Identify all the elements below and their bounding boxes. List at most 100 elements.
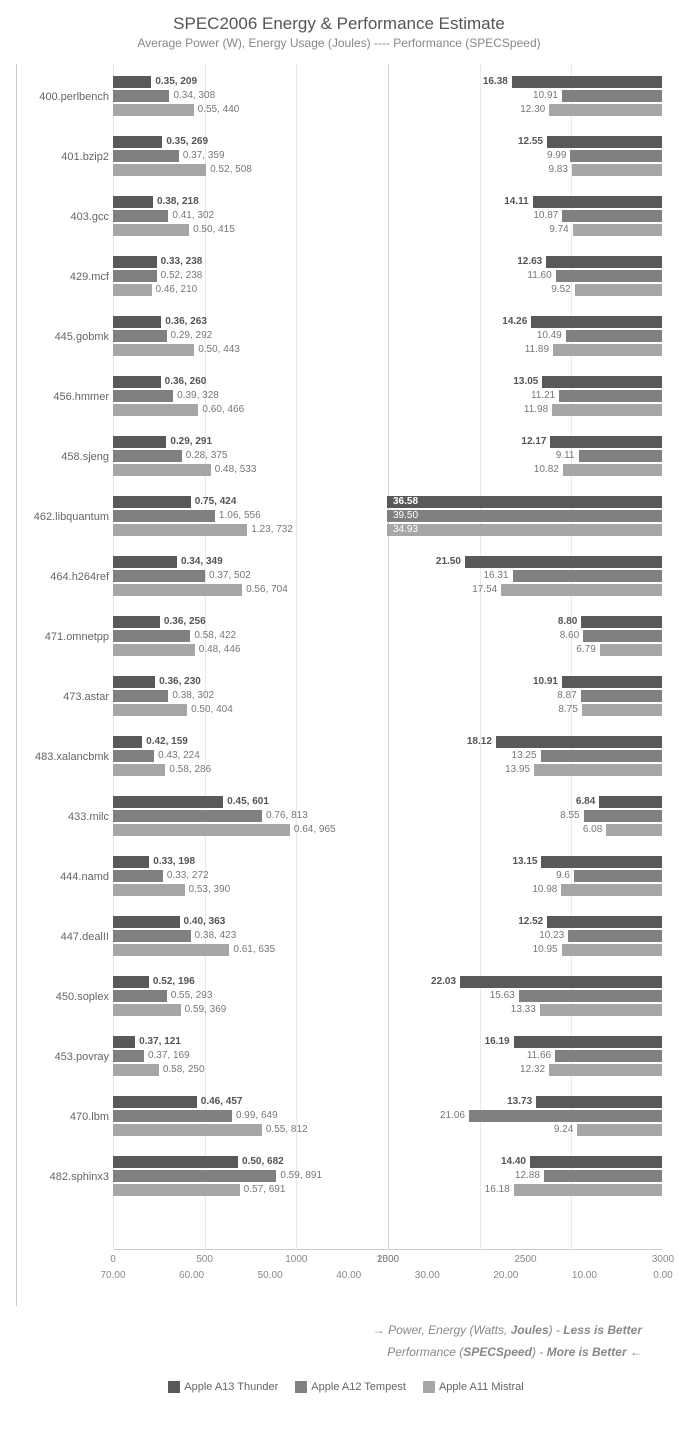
energy-label: 0.52, 238 bbox=[157, 270, 203, 282]
benchmark-label: 462.libquantum bbox=[17, 511, 113, 523]
energy-bar: 0.59, 891 bbox=[113, 1170, 276, 1182]
perf-label: 9.11 bbox=[556, 450, 579, 462]
energy-bar: 0.29, 291 bbox=[113, 436, 166, 448]
perf-label: 16.18 bbox=[485, 1184, 514, 1196]
perf-label: 11.98 bbox=[524, 404, 552, 416]
legend: Apple A13 Thunder Apple A12 Tempest Appl… bbox=[16, 1381, 662, 1393]
benchmark-label: 483.xalancbmk bbox=[17, 751, 113, 763]
energy-label: 0.36, 256 bbox=[160, 616, 206, 628]
perf-bar: 8.75 bbox=[582, 704, 662, 716]
caption-perf: Performance (SPECSpeed) - More is Better… bbox=[16, 1342, 642, 1364]
legend-swatch-1 bbox=[295, 1381, 307, 1393]
energy-bar: 0.37, 121 bbox=[113, 1036, 135, 1048]
energy-label: 0.37, 121 bbox=[135, 1036, 181, 1048]
perf-label: 34.93 bbox=[393, 524, 422, 536]
benchmark-row: 471.omnetpp0.36, 2568.800.58, 4228.600.4… bbox=[17, 610, 662, 664]
benchmark-label: 429.mcf bbox=[17, 271, 113, 283]
benchmark-label: 433.milc bbox=[17, 811, 113, 823]
energy-bar: 0.33, 238 bbox=[113, 256, 157, 268]
perf-label: 13.95 bbox=[505, 764, 534, 776]
perf-label: 21.50 bbox=[436, 556, 465, 568]
energy-bar: 0.55, 293 bbox=[113, 990, 167, 1002]
energy-bar: 0.36, 263 bbox=[113, 316, 161, 328]
perf-label: 22.03 bbox=[431, 976, 460, 988]
benchmark-label: 447.dealII bbox=[17, 931, 113, 943]
perf-bar: 8.80 bbox=[581, 616, 662, 628]
energy-bar: 0.45, 601 bbox=[113, 796, 223, 808]
perf-bar: 10.87 bbox=[562, 210, 662, 222]
energy-bar: 0.50, 682 bbox=[113, 1156, 238, 1168]
perf-label: 8.55 bbox=[560, 810, 583, 822]
energy-label: 0.55, 440 bbox=[194, 104, 240, 116]
energy-label: 0.33, 198 bbox=[149, 856, 195, 868]
perf-bar: 14.26 bbox=[531, 316, 662, 328]
perf-label: 16.31 bbox=[483, 570, 512, 582]
energy-label: 0.50, 415 bbox=[189, 224, 235, 236]
perf-bar: 9.6 bbox=[574, 870, 662, 882]
perf-label: 13.73 bbox=[507, 1096, 536, 1108]
energy-bar: 0.38, 423 bbox=[113, 930, 191, 942]
perf-bar: 6.79 bbox=[600, 644, 662, 656]
perf-bar: 12.17 bbox=[550, 436, 662, 448]
legend-swatch-2 bbox=[423, 1381, 435, 1393]
energy-bar: 0.60, 466 bbox=[113, 404, 198, 416]
perf-bar: 15.63 bbox=[519, 990, 662, 1002]
energy-label: 0.61, 635 bbox=[229, 944, 275, 956]
energy-label: 0.34, 308 bbox=[169, 90, 215, 102]
energy-label: 0.37, 169 bbox=[144, 1050, 190, 1062]
energy-bar: 0.35, 209 bbox=[113, 76, 151, 88]
energy-label: 0.28, 375 bbox=[182, 450, 228, 462]
energy-bar: 0.34, 349 bbox=[113, 556, 177, 568]
energy-label: 0.40, 363 bbox=[180, 916, 226, 928]
benchmark-label: 450.soplex bbox=[17, 991, 113, 1003]
energy-bar: 0.50, 404 bbox=[113, 704, 187, 716]
perf-bar: 13.15 bbox=[541, 856, 662, 868]
perf-bar: 17.54 bbox=[501, 584, 662, 596]
perf-bar: 12.52 bbox=[547, 916, 662, 928]
benchmark-row: 450.soplex0.52, 19622.030.55, 29315.630.… bbox=[17, 970, 662, 1024]
energy-bar: 0.55, 812 bbox=[113, 1124, 262, 1136]
energy-label: 0.29, 291 bbox=[166, 436, 212, 448]
plot-area: 05001000150020002500300070.0060.0050.004… bbox=[16, 64, 662, 1306]
legend-label-2: Apple A11 Mistral bbox=[439, 1381, 524, 1393]
benchmark-label: 464.h264ref bbox=[17, 571, 113, 583]
perf-label: 21.06 bbox=[440, 1110, 469, 1122]
perf-label: 36.58 bbox=[393, 496, 422, 508]
perf-label: 17.54 bbox=[472, 584, 501, 596]
benchmark-row: 470.lbm0.46, 45713.730.99, 64921.060.55,… bbox=[17, 1090, 662, 1144]
energy-bar: 0.39, 328 bbox=[113, 390, 173, 402]
energy-label: 0.75, 424 bbox=[191, 496, 237, 508]
energy-bar: 0.38, 218 bbox=[113, 196, 153, 208]
energy-bar: 0.99, 649 bbox=[113, 1110, 232, 1122]
energy-label: 0.38, 423 bbox=[191, 930, 237, 942]
benchmark-label: 470.lbm bbox=[17, 1111, 113, 1123]
chart-title: SPEC2006 Energy & Performance Estimate bbox=[16, 14, 662, 34]
perf-bar: 13.73 bbox=[536, 1096, 662, 1108]
perf-bar: 22.03 bbox=[460, 976, 662, 988]
benchmark-row: 444.namd 0.33, 198 13.15 0.33, 272 9.6 0.53, … bbox=[17, 850, 662, 904]
energy-label: 0.52, 508 bbox=[206, 164, 252, 176]
perf-bar: 9.11 bbox=[579, 450, 663, 462]
perf-label: 14.40 bbox=[501, 1156, 530, 1168]
energy-bar: 0.55, 440 bbox=[113, 104, 194, 116]
energy-label: 0.55, 812 bbox=[262, 1124, 308, 1136]
energy-label: 0.53, 390 bbox=[185, 884, 231, 896]
energy-bar: 0.43, 224 bbox=[113, 750, 154, 762]
benchmark-label: 444.namd bbox=[17, 871, 113, 883]
perf-bar: 13.95 bbox=[534, 764, 662, 776]
benchmark-label: 453.povray bbox=[17, 1051, 113, 1063]
energy-bar: 0.38, 302 bbox=[113, 690, 168, 702]
energy-label: 0.33, 272 bbox=[163, 870, 209, 882]
perf-label: 9.24 bbox=[554, 1124, 577, 1136]
chart-captions: → Power, Energy (Watts, Joules) - Less i… bbox=[16, 1320, 642, 1363]
energy-bar: 0.29, 292 bbox=[113, 330, 167, 342]
benchmark-label: 473.astar bbox=[17, 691, 113, 703]
perf-bar: 18.12 bbox=[496, 736, 662, 748]
perf-bar: 13.25 bbox=[541, 750, 662, 762]
energy-label: 1.23, 732 bbox=[247, 524, 293, 536]
energy-bar: 0.37, 502 bbox=[113, 570, 205, 582]
energy-label: 0.34, 349 bbox=[177, 556, 223, 568]
perf-label: 11.60 bbox=[527, 270, 555, 282]
perf-bar: 10.82 bbox=[563, 464, 662, 476]
energy-label: 0.76, 813 bbox=[262, 810, 308, 822]
